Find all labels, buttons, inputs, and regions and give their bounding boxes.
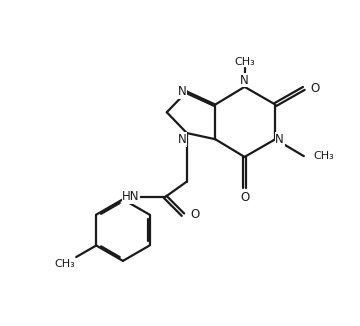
Text: O: O [310, 82, 319, 95]
Text: N: N [178, 133, 187, 146]
Text: HN: HN [122, 190, 140, 203]
Text: CH₃: CH₃ [313, 151, 334, 161]
Text: N: N [178, 85, 187, 98]
Text: CH₃: CH₃ [234, 57, 255, 67]
Text: CH₃: CH₃ [54, 259, 75, 269]
Text: N: N [240, 74, 249, 87]
Text: N: N [275, 133, 284, 146]
Text: O: O [240, 191, 249, 204]
Text: O: O [190, 208, 199, 221]
